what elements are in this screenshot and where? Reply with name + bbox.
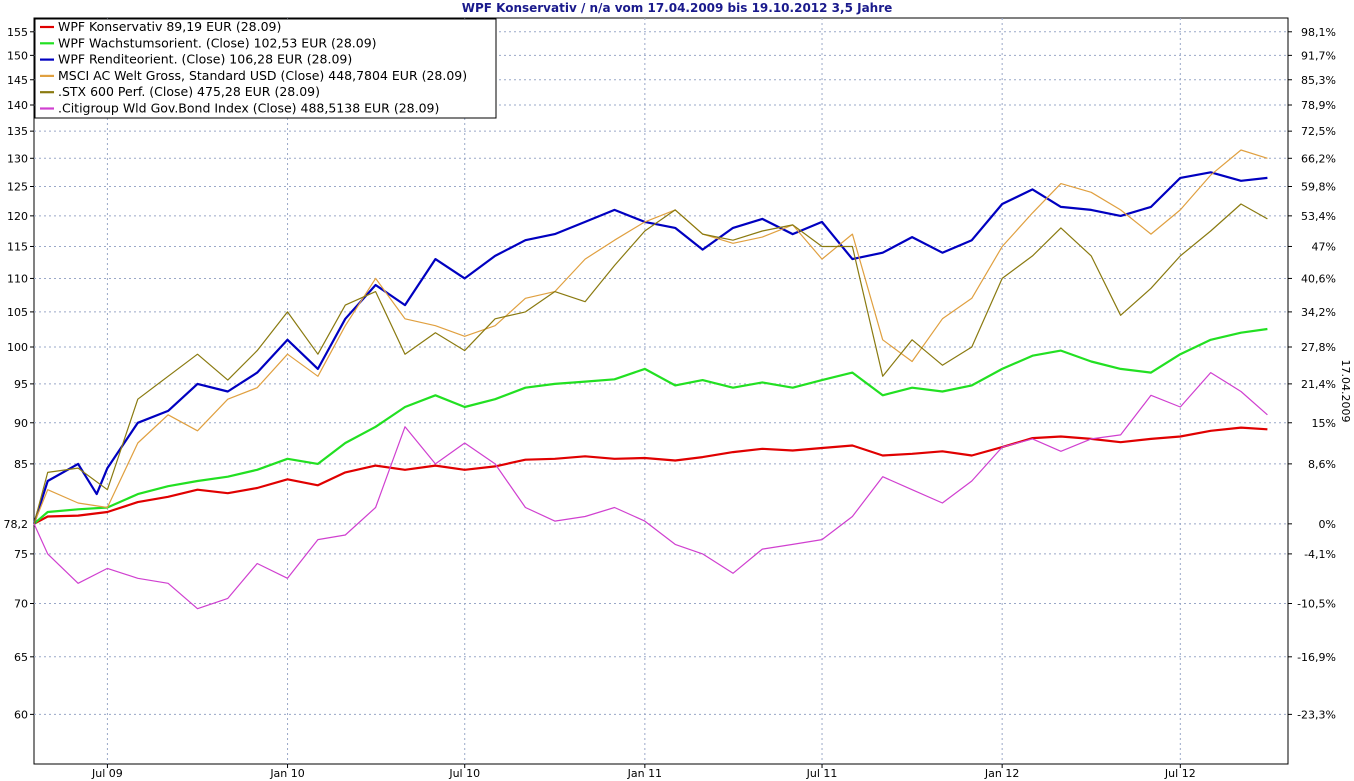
y-tick-label: 120 (7, 210, 28, 223)
y-tick-label: 135 (7, 125, 28, 138)
series-line-2 (32, 171, 1268, 525)
y2-tick-label: 27,8% (1301, 341, 1336, 354)
y-axis-right: -23,3% -16,9% -10,5% -4,1% 0% 8,6% 15% 21,4% 27,… (1288, 26, 1336, 721)
y-tick-label: 110 (7, 272, 28, 285)
y-tick-label: 65 (14, 651, 28, 664)
series-lines (32, 149, 1268, 610)
y2-tick-label: 98,1% (1301, 26, 1336, 39)
legend-entry: WPF Renditeorient. (Close) 106,28 EUR (2… (58, 52, 352, 67)
chart-title: WPF Konservativ / n/a vom 17.04.2009 bis… (462, 1, 893, 15)
y-axis-left: 60 65 70 75 85 90 95 100 105 110 115 120 125 130 135 14… (4, 26, 34, 721)
y-tick-label: 75 (14, 548, 28, 561)
y2-tick-label: -4,1% (1304, 548, 1336, 561)
legend-entry: .STX 600 Perf. (Close) 475,28 EUR (28.09… (58, 84, 320, 99)
y2-tick-label: 59,8% (1301, 180, 1336, 193)
series-line-0 (33, 426, 1268, 525)
y-tick-label: 60 (14, 708, 28, 721)
y2-tick-label: 34,2% (1301, 306, 1336, 319)
y-tick-label: 90 (14, 417, 28, 430)
series-line-1 (33, 327, 1268, 525)
y-tick-label: 115 (7, 240, 28, 253)
y-tick-label: 125 (7, 180, 28, 193)
y2-tick-label: 40,6% (1301, 272, 1336, 285)
plot-area (33, 17, 1289, 765)
legend-box (34, 18, 497, 119)
y-tick-label: 85 (14, 458, 28, 471)
series-line-5 (33, 372, 1268, 610)
legend-entry: MSCI AC Welt Gross, Standard USD (Close)… (58, 68, 467, 83)
x-axis: Jul 09 Jan 10 Jul 10 Jan 11 Jul 11 Jan 12 Jul … (91, 764, 1196, 780)
legend-entry: WPF Wachstumsorient. (Close) 102,53 EUR … (58, 35, 377, 50)
base-value-label: 78,2 (4, 518, 29, 531)
x-tick-label: Jul 09 (91, 767, 123, 780)
y2-tick-label: -23,3% (1297, 708, 1336, 721)
y2-tick-label: -10,5% (1297, 598, 1336, 611)
y2-tick-label: 72,5% (1301, 125, 1336, 138)
legend-entry: .Citigroup Wld Gov.Bond Index (Close) 48… (58, 101, 439, 116)
y2-tick-label: 8,6% (1308, 458, 1336, 471)
y2-tick-label: -16,9% (1297, 651, 1336, 664)
series-line-4 (33, 203, 1268, 524)
y-tick-label: 145 (7, 74, 28, 87)
y-tick-label: 140 (7, 99, 28, 112)
y-tick-label: 70 (14, 598, 28, 611)
y-tick-label: 130 (7, 152, 28, 165)
y-tick-label: 100 (7, 341, 28, 354)
x-tick-label: Jan 12 (984, 767, 1019, 780)
x-tick-label: Jan 10 (269, 767, 304, 780)
x-tick-label: Jul 10 (448, 767, 480, 780)
right-axis-label: 17.04.2009 (1339, 360, 1352, 423)
y2-tick-label: 15% (1312, 417, 1336, 430)
y2-tick-label: 66,2% (1301, 152, 1336, 165)
series-line-3 (33, 149, 1268, 525)
legend-entry: WPF Konservativ 89,19 EUR (28.09) (58, 19, 281, 34)
y2-tick-label: 78,9% (1301, 99, 1336, 112)
x-tick-label: Jan 11 (627, 767, 662, 780)
y2-tick-label: 0% (1319, 518, 1336, 531)
x-tick-label: Jul 12 (1164, 767, 1196, 780)
legend: WPF Konservativ 89,19 EUR (28.09)WPF Wac… (34, 18, 497, 119)
x-tick-label: Jul 11 (806, 767, 838, 780)
y-tick-label: 105 (7, 306, 28, 319)
y2-tick-label: 91,7% (1301, 49, 1336, 62)
y2-tick-label: 85,3% (1301, 74, 1336, 87)
y2-tick-label: 21,4% (1301, 378, 1336, 391)
y2-tick-label: 53,4% (1301, 210, 1336, 223)
y2-tick-label: 47% (1312, 240, 1336, 253)
grid (34, 18, 1288, 764)
y-tick-label: 155 (7, 26, 28, 39)
y-tick-label: 150 (7, 49, 28, 62)
y-tick-label: 95 (14, 378, 28, 391)
